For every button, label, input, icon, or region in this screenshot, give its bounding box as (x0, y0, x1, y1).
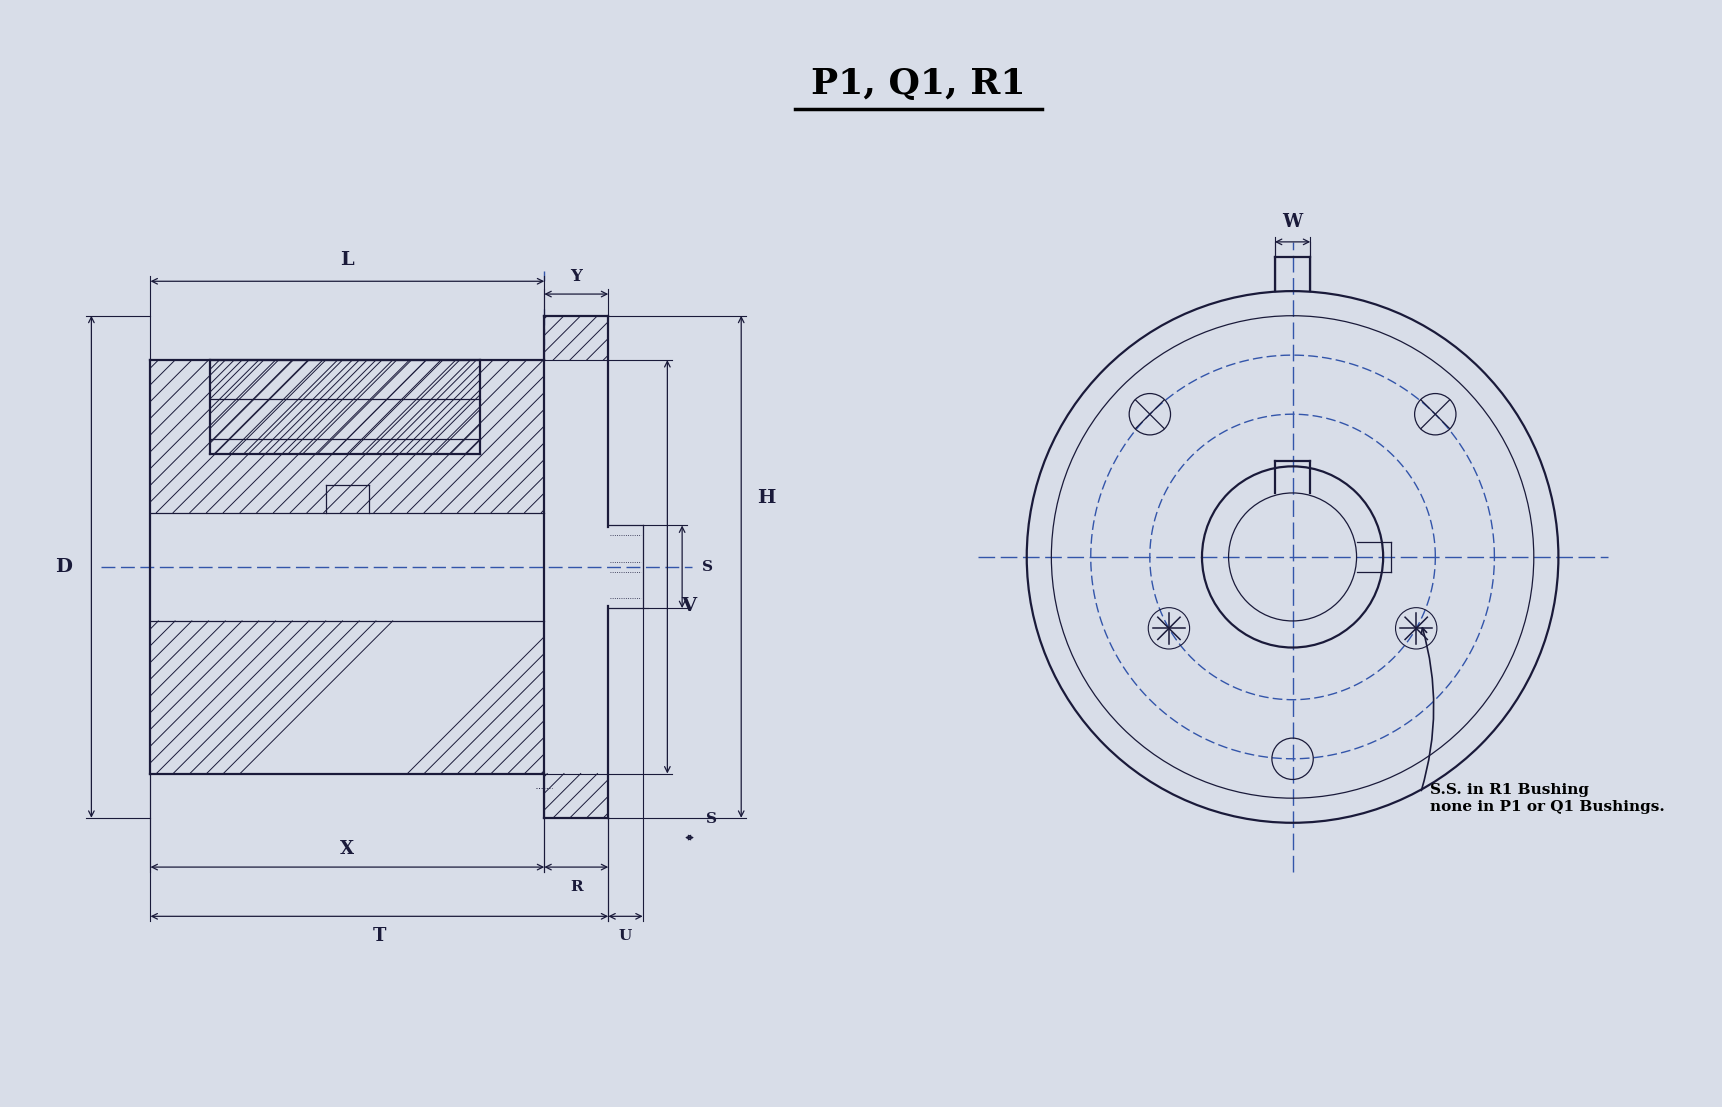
Text: D: D (55, 558, 72, 576)
Text: Y: Y (570, 268, 582, 284)
Text: P1, Q1, R1: P1, Q1, R1 (811, 68, 1026, 102)
Text: T: T (372, 927, 386, 945)
Text: S.S. in R1 Bushing
none in P1 or Q1 Bushings.: S.S. in R1 Bushing none in P1 or Q1 Bush… (1431, 784, 1665, 814)
Text: S: S (706, 811, 716, 826)
Text: V: V (682, 597, 697, 615)
Text: S: S (703, 560, 713, 573)
Text: W: W (1283, 214, 1302, 231)
Text: L: L (341, 250, 355, 269)
Text: R: R (570, 880, 582, 893)
Text: U: U (618, 929, 632, 943)
Text: H: H (756, 489, 775, 507)
Text: X: X (341, 840, 355, 858)
